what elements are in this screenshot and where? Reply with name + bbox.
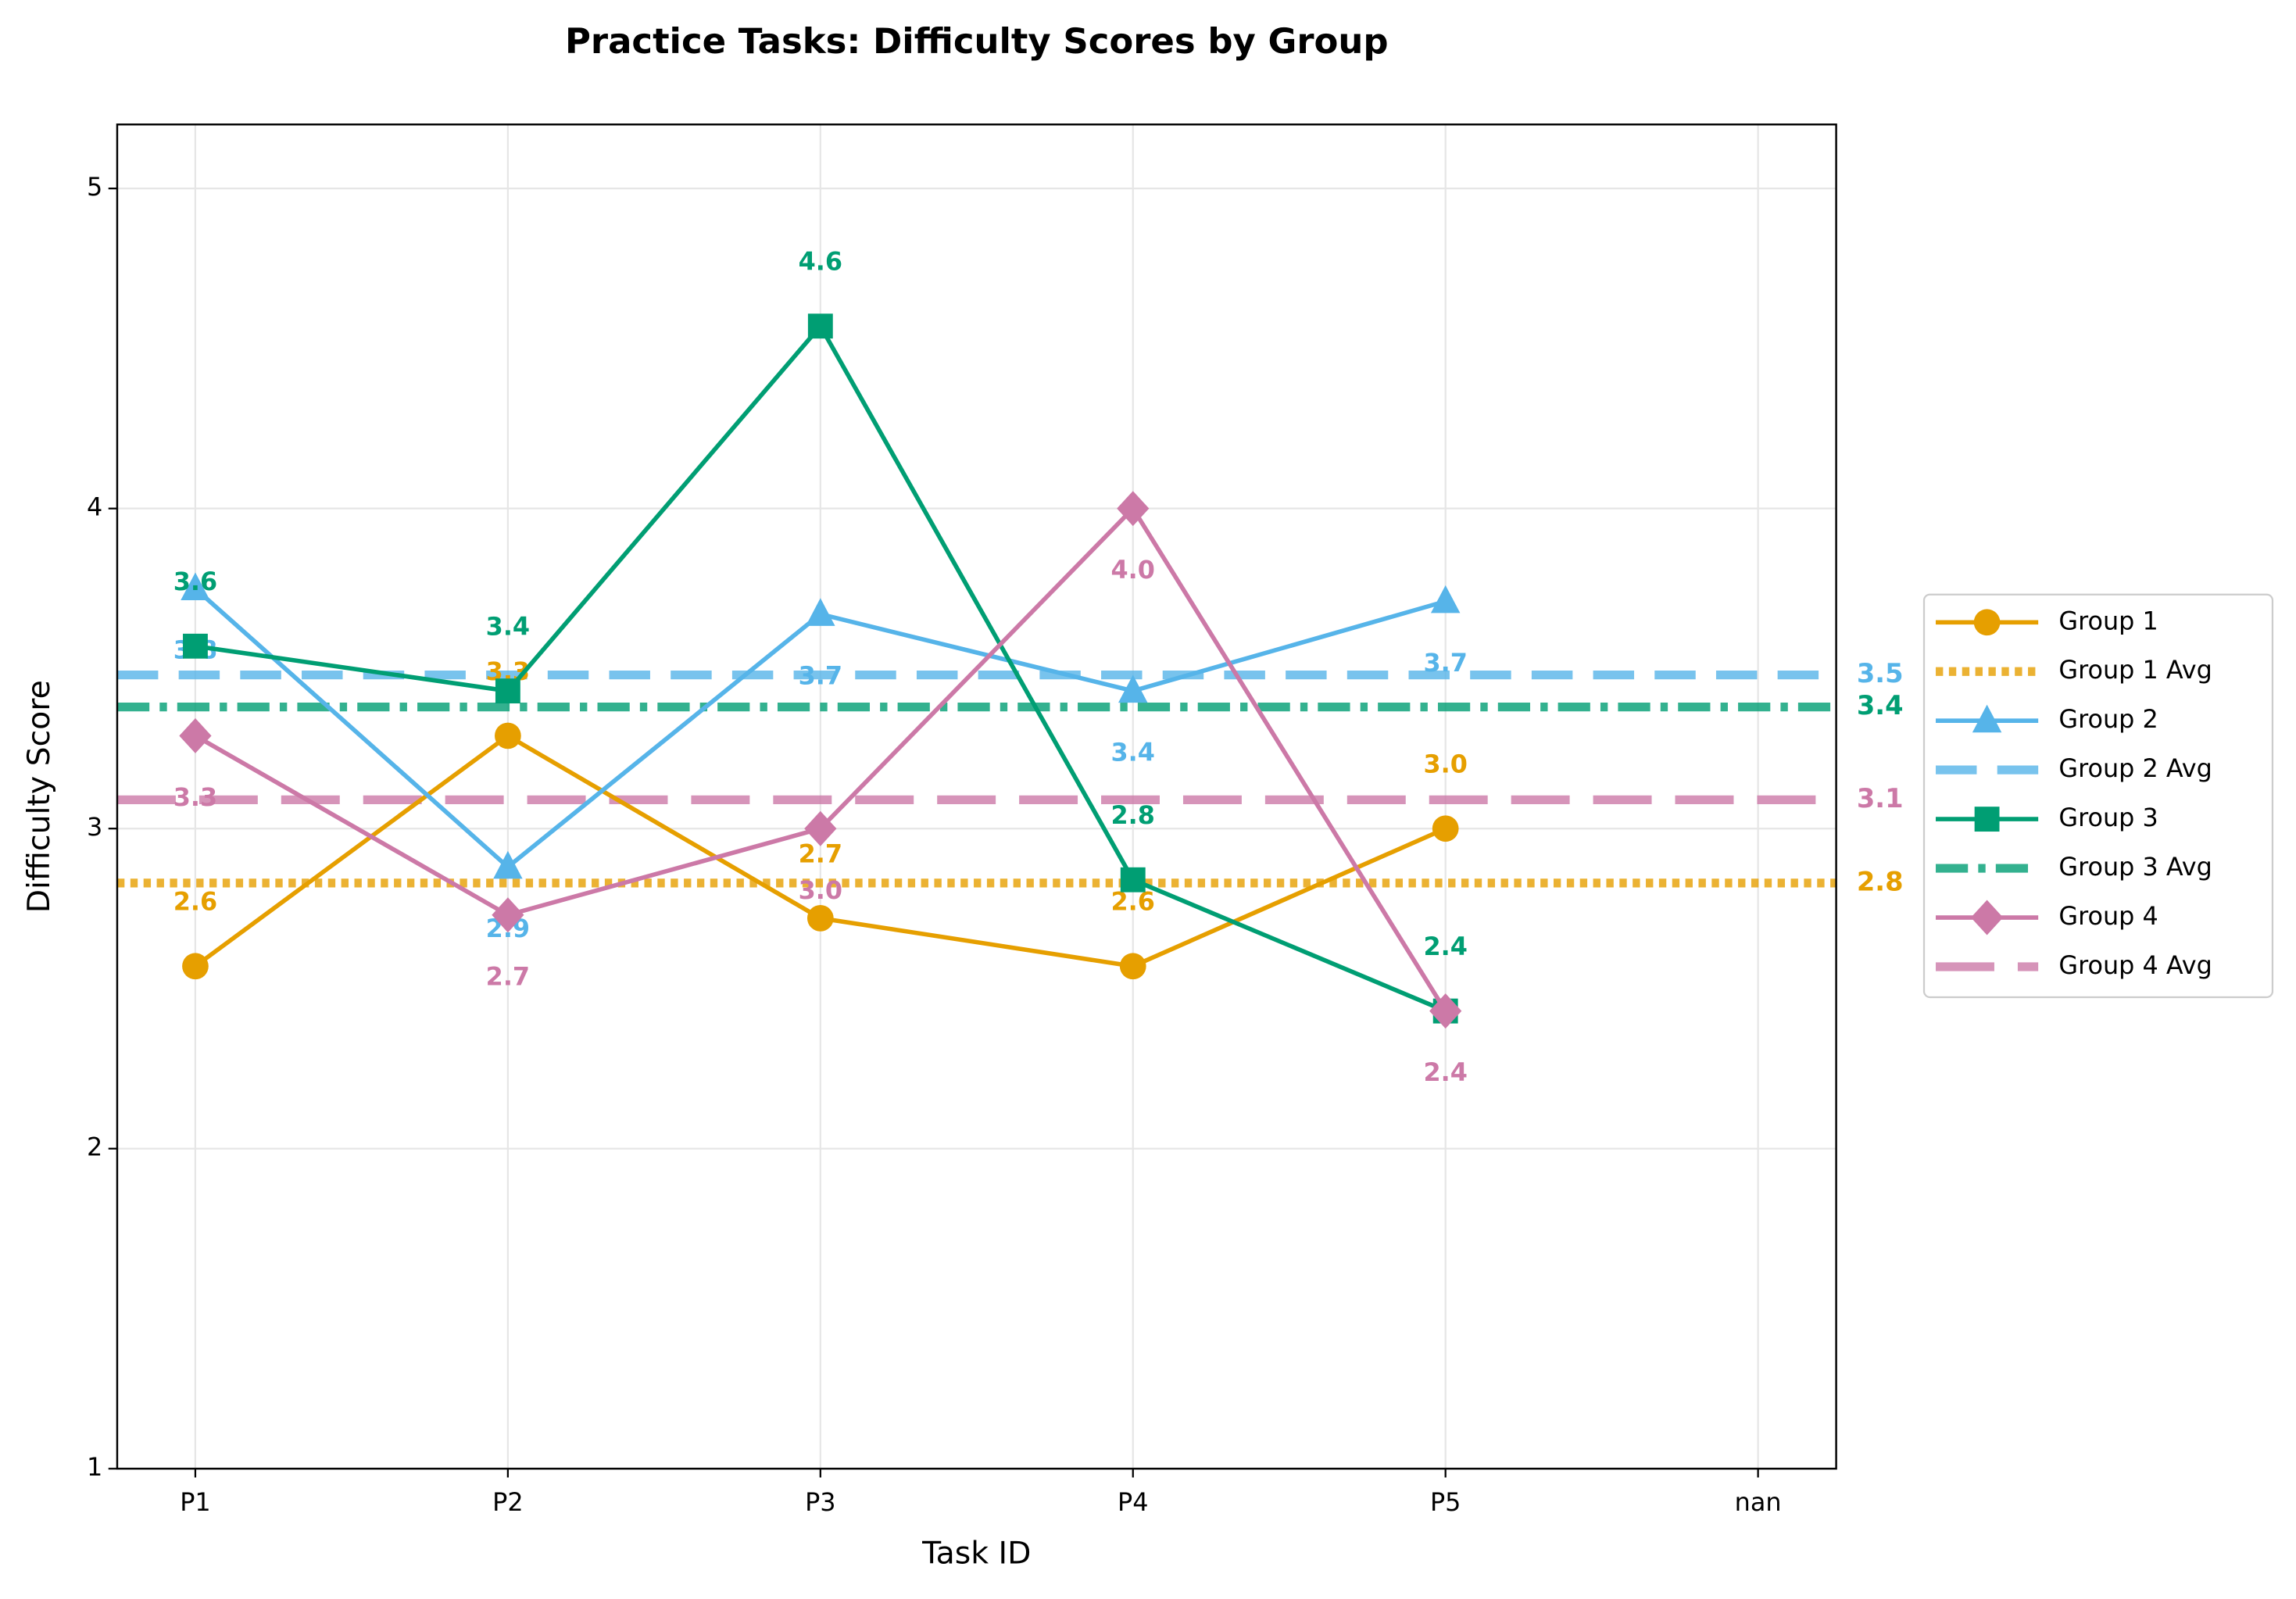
value-label: 4.6: [799, 247, 842, 277]
value-label: 3.0: [1423, 749, 1467, 779]
average-label: 3.1: [1857, 783, 1904, 814]
marker: [493, 850, 523, 879]
marker: [495, 722, 521, 749]
y-tick-label: 2: [87, 1132, 102, 1162]
y-tick-label: 1: [87, 1452, 102, 1482]
legend-label: Group 3 Avg: [2058, 852, 2212, 882]
x-tick-label: P3: [805, 1487, 835, 1517]
y-axis-label: Difficulty Score: [21, 680, 57, 913]
marker: [1973, 609, 2001, 636]
legend-label: Group 2: [2058, 704, 2158, 734]
legend-label: Group 4 Avg: [2058, 950, 2212, 980]
marker: [495, 678, 520, 704]
marker: [1430, 585, 1461, 613]
value-label: 3.7: [799, 660, 842, 690]
legend-label: Group 4: [2058, 901, 2158, 931]
x-axis-label: Task ID: [921, 1535, 1031, 1571]
marker: [182, 953, 209, 980]
value-label: 4.0: [1111, 555, 1155, 585]
legend-box: [1922, 593, 2274, 999]
value-label: 3.4: [486, 612, 530, 642]
value-label: 2.4: [1423, 932, 1467, 961]
marker: [1974, 807, 2000, 832]
y-tick-label: 4: [87, 492, 102, 522]
legend: Group 1 Group 1 Avg Group 2 Group 2 Avg Grou…: [1922, 593, 2274, 999]
value-label: 3.3: [173, 782, 217, 812]
x-tick-label: P4: [1118, 1487, 1148, 1517]
marker: [806, 905, 834, 932]
value-label: 2.6: [173, 887, 217, 917]
marker: [807, 313, 833, 339]
value-label: 3.6: [173, 567, 217, 596]
value-label: 3.0: [799, 875, 842, 905]
x-tick-label: P5: [1430, 1487, 1461, 1517]
value-label: 2.8: [1111, 800, 1155, 830]
marker: [1117, 491, 1150, 527]
y-tick-label: 3: [87, 812, 102, 842]
marker: [181, 572, 210, 601]
legend-label: Group 1: [2058, 606, 2158, 635]
chart-title: Practice Tasks: Difficulty Scores by Gro…: [565, 20, 1389, 62]
legend-label: Group 2 Avg: [2058, 753, 2212, 783]
average-label: 3.5: [1857, 658, 1904, 689]
x-tick-label: P1: [180, 1487, 210, 1517]
marker: [179, 717, 212, 753]
y-tick-label: 5: [87, 172, 102, 202]
x-tick-label: nan: [1735, 1487, 1782, 1517]
value-label: 2.7: [486, 961, 530, 991]
value-label: 3.4: [1111, 738, 1155, 767]
marker: [1118, 674, 1148, 703]
average-label: 3.4: [1857, 690, 1904, 721]
marker: [1119, 953, 1146, 980]
value-label: 2.4: [1423, 1057, 1467, 1087]
average-label: 2.8: [1857, 866, 1904, 896]
marker: [806, 598, 835, 626]
x-tick-label: P2: [492, 1487, 523, 1517]
marker: [1972, 704, 2002, 733]
marker: [1120, 867, 1146, 893]
marker: [183, 633, 208, 659]
plot-frame: [116, 123, 1837, 1470]
legend-label: Group 1 Avg: [2058, 655, 2212, 685]
marker: [1432, 815, 1459, 842]
legend-label: Group 3: [2058, 803, 2158, 832]
value-label: 3.7: [1423, 648, 1467, 678]
